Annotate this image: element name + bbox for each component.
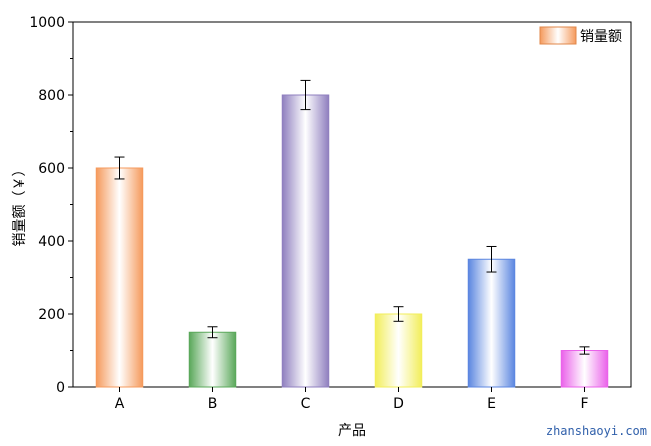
y-axis-title: 销量额（￥） <box>12 163 28 247</box>
x-tick-label: E <box>487 396 496 412</box>
x-tick-label: D <box>393 396 404 412</box>
y-tick-label: 600 <box>38 161 65 177</box>
bar <box>281 94 330 388</box>
legend: 销量额 <box>539 26 622 45</box>
y-tick-label: 1000 <box>29 15 65 31</box>
bar <box>374 313 423 388</box>
bars-layer <box>95 79 609 388</box>
y-tick-label: 0 <box>56 380 65 396</box>
watermark: zhanshaoyi.com <box>546 424 647 438</box>
x-tick-label: A <box>115 396 125 412</box>
y-tick-label: 400 <box>38 234 65 250</box>
bar <box>560 350 609 388</box>
y-axis: 0 200 400 600 800 1000 <box>29 15 73 396</box>
x-axis-title: 产品 <box>338 423 366 439</box>
y-tick-label: 200 <box>38 307 65 323</box>
bar <box>188 331 237 388</box>
bar <box>95 167 144 388</box>
x-axis: A B C D E F <box>115 387 589 412</box>
x-tick-label: B <box>208 396 218 412</box>
x-tick-label: F <box>580 396 588 412</box>
x-tick-label: C <box>301 396 311 412</box>
plot-frame <box>72 21 632 388</box>
y-tick-label: 800 <box>38 88 65 104</box>
bar <box>467 258 516 388</box>
legend-swatch <box>539 26 577 45</box>
legend-label: 销量额 <box>580 29 622 45</box>
